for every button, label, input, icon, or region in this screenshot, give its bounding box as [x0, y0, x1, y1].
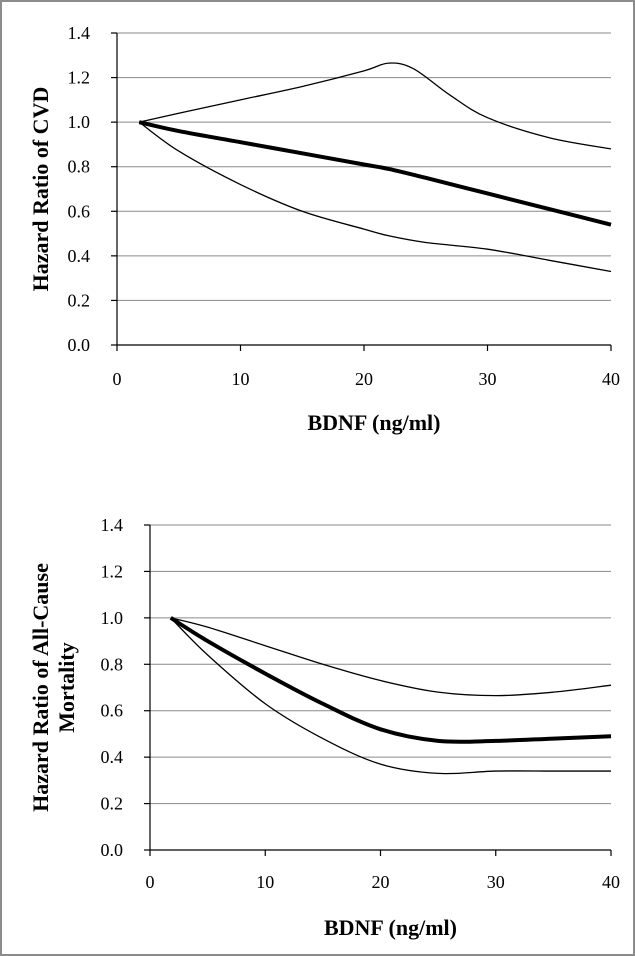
x-tick-label: 0 — [113, 369, 122, 389]
series-upper-line — [139, 62, 612, 150]
y-tick-label: 1.4 — [68, 23, 91, 43]
x-tick-label: 0 — [146, 872, 155, 892]
y-tick-label: 0.2 — [101, 794, 124, 814]
y-tick-label: 0.4 — [101, 747, 124, 767]
series-upper-line — [170, 617, 612, 697]
series-lower-line — [138, 121, 612, 273]
y-tick-label: 0.6 — [68, 201, 91, 221]
x-tick-label: 30 — [479, 369, 497, 389]
y-tick-label: 0.8 — [101, 654, 124, 674]
y-axis-title: Hazard Ratio of CVD — [28, 87, 53, 292]
series-lower-line — [170, 617, 611, 775]
y-axis-title-line-1: Hazard Ratio of All-Cause — [28, 563, 53, 812]
y-tick-label: 0.4 — [68, 246, 91, 266]
y-tick-label: 0.6 — [101, 701, 124, 721]
y-tick-label: 1.0 — [101, 608, 124, 628]
x-axis-title: BDNF (ng/ml) — [307, 410, 440, 435]
chart-1: 0.0 0.2 0.4 0.6 0.8 1.0 1.2 1.4 0 10 20 30 40 BDNF (n… — [28, 23, 620, 435]
y-tick-label: 0.8 — [68, 157, 91, 177]
x-tick-label: 10 — [256, 872, 274, 892]
x-tick-label: 40 — [602, 872, 620, 892]
x-axis-title: BDNF (ng/ml) — [324, 915, 457, 940]
y-axis-title: Hazard Ratio of All-CauseMortality — [28, 563, 79, 812]
y-tick-label: 0.0 — [68, 335, 91, 355]
y-tick-label: 0.0 — [101, 840, 124, 860]
y-tick-label: 1.2 — [101, 561, 124, 581]
x-tick-label: 40 — [602, 369, 620, 389]
series-estimate-line — [169, 616, 612, 744]
y-tick-label: 1.4 — [101, 515, 124, 535]
x-tick-label: 30 — [487, 872, 505, 892]
x-tick-label: 10 — [232, 369, 250, 389]
series-estimate-line — [138, 120, 612, 227]
y-tick-label: 0.2 — [68, 290, 91, 310]
y-tick-label: 1.2 — [68, 68, 91, 88]
y-axis-title-line-2: Mortality — [54, 642, 79, 732]
y-tick-label: 1.0 — [68, 112, 91, 132]
chart-2: 0.0 0.2 0.4 0.6 0.8 1.0 1.2 1.4 0 10 20 30 40 BDNF (n… — [28, 515, 620, 940]
x-tick-label: 20 — [372, 872, 390, 892]
x-tick-label: 20 — [355, 369, 373, 389]
